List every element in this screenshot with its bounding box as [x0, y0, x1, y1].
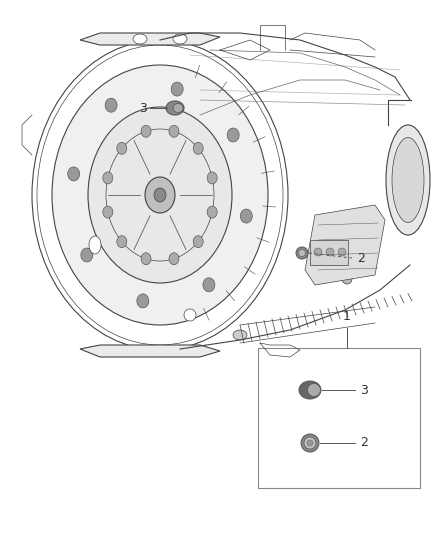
- Ellipse shape: [184, 309, 196, 321]
- Polygon shape: [305, 205, 385, 285]
- Ellipse shape: [392, 138, 424, 222]
- Text: 2: 2: [357, 252, 365, 264]
- Ellipse shape: [103, 206, 113, 218]
- Ellipse shape: [193, 236, 203, 248]
- Text: 3: 3: [139, 101, 147, 115]
- Text: 3: 3: [360, 384, 368, 397]
- Ellipse shape: [81, 248, 93, 262]
- Ellipse shape: [169, 125, 179, 138]
- Ellipse shape: [299, 381, 321, 399]
- Ellipse shape: [141, 125, 151, 138]
- Ellipse shape: [117, 142, 127, 155]
- Ellipse shape: [307, 440, 313, 446]
- Ellipse shape: [334, 268, 344, 278]
- Text: 1: 1: [343, 310, 351, 323]
- Ellipse shape: [89, 236, 101, 254]
- Ellipse shape: [307, 384, 321, 397]
- Ellipse shape: [342, 274, 352, 284]
- Ellipse shape: [338, 248, 346, 256]
- Ellipse shape: [193, 142, 203, 155]
- Ellipse shape: [141, 253, 151, 265]
- Ellipse shape: [88, 107, 232, 283]
- Ellipse shape: [103, 172, 113, 184]
- Ellipse shape: [173, 34, 187, 44]
- Ellipse shape: [173, 103, 183, 112]
- Ellipse shape: [171, 82, 183, 96]
- Ellipse shape: [227, 128, 239, 142]
- Ellipse shape: [105, 98, 117, 112]
- Polygon shape: [80, 33, 220, 45]
- Ellipse shape: [154, 188, 166, 202]
- Ellipse shape: [386, 125, 430, 235]
- Ellipse shape: [166, 101, 184, 115]
- Ellipse shape: [240, 209, 252, 223]
- Ellipse shape: [133, 34, 147, 44]
- Polygon shape: [80, 345, 220, 357]
- Ellipse shape: [233, 330, 247, 340]
- Bar: [310, 240, 348, 265]
- Ellipse shape: [137, 294, 149, 308]
- Ellipse shape: [314, 248, 322, 256]
- Ellipse shape: [203, 278, 215, 292]
- Ellipse shape: [304, 437, 316, 449]
- Ellipse shape: [145, 177, 175, 213]
- Ellipse shape: [117, 236, 127, 248]
- Ellipse shape: [207, 206, 217, 218]
- Ellipse shape: [318, 256, 328, 266]
- Ellipse shape: [52, 65, 268, 325]
- Ellipse shape: [310, 250, 320, 260]
- Ellipse shape: [326, 262, 336, 272]
- Ellipse shape: [296, 247, 308, 259]
- Ellipse shape: [68, 167, 80, 181]
- Bar: [258, 348, 420, 488]
- Ellipse shape: [207, 172, 217, 184]
- Text: 2: 2: [360, 437, 368, 449]
- Ellipse shape: [326, 248, 334, 256]
- Ellipse shape: [299, 249, 305, 256]
- Ellipse shape: [301, 434, 319, 452]
- Ellipse shape: [169, 253, 179, 265]
